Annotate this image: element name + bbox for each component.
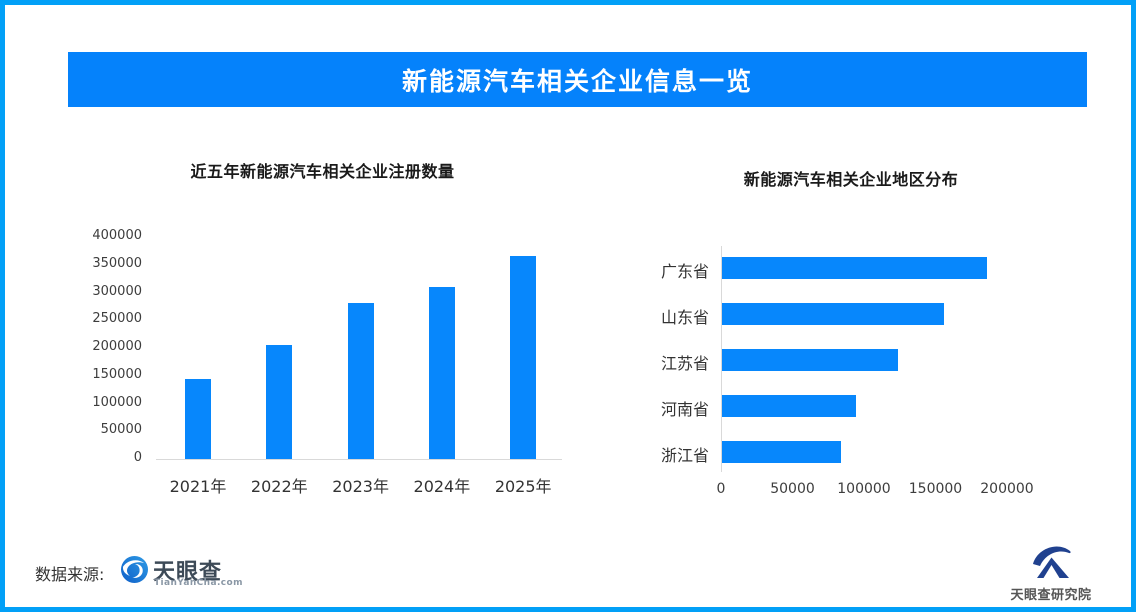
research-institute-logo: 天眼查研究院 <box>1005 543 1097 603</box>
bar-浙江省 <box>722 441 841 464</box>
tianyancha-logo: 天眼查 TianYanCha.com <box>121 554 243 588</box>
tianyancha-eye-icon <box>121 556 148 587</box>
y-axis-category-label: 河南省 <box>660 400 709 420</box>
bar-河南省 <box>722 395 856 418</box>
banner: 新能源汽车相关企业信息一览 <box>68 52 1087 107</box>
y-axis-tick-label: 200000 <box>92 339 142 354</box>
x-axis-tick-label: 200000 <box>980 481 1034 497</box>
y-axis-category-label: 浙江省 <box>660 446 709 466</box>
y-axis-category-label: 广东省 <box>660 262 709 281</box>
x-axis-category-label: 2021年 <box>169 477 227 496</box>
x-axis-tick-label: 100000 <box>837 481 891 497</box>
bar-江苏省 <box>722 349 898 372</box>
y-axis-category-label: 江苏省 <box>660 354 709 374</box>
y-axis-line <box>721 246 722 472</box>
x-axis-category-label: 2025年 <box>494 477 552 496</box>
data-source-label: 数据来源: <box>35 565 105 584</box>
bar-2025年 <box>510 256 537 459</box>
y-axis-tick-label: 150000 <box>92 366 142 382</box>
y-axis-tick-label: 300000 <box>92 283 142 299</box>
y-axis-tick-label: 250000 <box>92 311 142 327</box>
x-axis-tick-label: 0 <box>716 481 726 497</box>
page-title: 新能源汽车相关企业信息一览 <box>401 66 753 96</box>
y-axis-tick-label: 350000 <box>92 255 142 271</box>
tianyancha-wordmark: 天眼查 <box>153 560 223 585</box>
bar-2023年 <box>347 303 374 459</box>
bar-2022年 <box>266 345 293 459</box>
x-axis-line <box>156 459 562 460</box>
tianyancha-domain-text: TianYanCha.com <box>154 578 243 588</box>
y-axis-tick-label: 100000 <box>92 394 142 410</box>
x-axis-category-label: 2023年 <box>332 477 389 496</box>
region-chart-title: 新能源汽车相关企业地区分布 <box>743 170 959 189</box>
bar-山东省 <box>722 303 944 326</box>
x-axis-tick-label: 150000 <box>908 481 963 497</box>
x-axis-tick-label: 50000 <box>770 481 815 497</box>
bar-广东省 <box>722 257 987 279</box>
y-axis-tick-label: 0 <box>133 450 142 465</box>
y-axis-tick-label: 50000 <box>100 422 142 438</box>
y-axis-tick-label: 400000 <box>92 228 142 243</box>
registration-chart-title: 近五年新能源汽车相关企业注册数量 <box>190 162 455 181</box>
bar-2024年 <box>428 287 455 459</box>
research-institute-icon <box>1005 543 1097 583</box>
x-axis-category-label: 2024年 <box>413 477 471 496</box>
research-institute-label: 天眼查研究院 <box>1010 588 1092 603</box>
y-axis-category-label: 山东省 <box>660 308 709 328</box>
x-axis-category-label: 2022年 <box>250 477 308 496</box>
bar-2021年 <box>185 379 211 459</box>
